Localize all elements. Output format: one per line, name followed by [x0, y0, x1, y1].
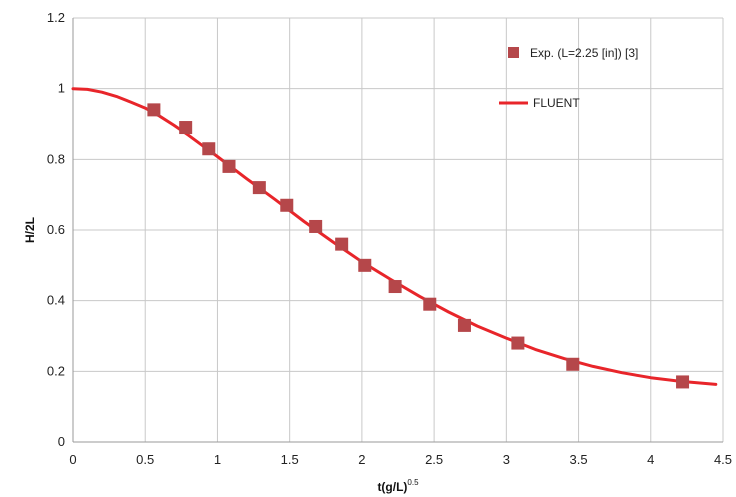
exp-data-point [280, 198, 294, 212]
x-tick-label: 0 [69, 452, 76, 467]
y-tick-label: 0.4 [47, 293, 65, 308]
exp-data-point [309, 219, 323, 233]
exp-data-point [147, 103, 161, 117]
x-tick-label: 2 [358, 452, 365, 467]
y-tick-label: 1 [58, 81, 65, 96]
series-layer [71, 87, 718, 389]
x-axis-label-text: t(g/L) [377, 480, 407, 494]
legend: Exp. (L=2.25 [in]) [3] FLUENT [499, 46, 638, 110]
x-tick-labels: 0 0.5 1 1.5 2 2.5 3 3.5 4 4.5 [69, 452, 732, 467]
x-tick-label: 4 [647, 452, 654, 467]
y-tick-label: 0 [58, 434, 65, 449]
y-tick-label: 0.2 [47, 363, 65, 378]
x-tick-label: 3.5 [570, 452, 588, 467]
x-axis-label: t(g/L)0.5 [377, 478, 419, 494]
legend-label-fluent: FLUENT [533, 96, 580, 110]
x-tick-label: 3 [503, 452, 510, 467]
x-tick-label: 0.5 [136, 452, 154, 467]
y-tick-label: 1.2 [47, 10, 65, 25]
exp-data-point [511, 336, 525, 350]
x-tick-label: 1 [214, 452, 221, 467]
exp-data-point [222, 159, 236, 173]
exp-data-point [179, 121, 193, 135]
exp-data-point [457, 318, 471, 332]
exp-data-point [388, 280, 402, 294]
y-tick-label: 0.6 [47, 222, 65, 237]
x-tick-label: 2.5 [425, 452, 443, 467]
x-tick-label: 1.5 [281, 452, 299, 467]
exp-data-point [202, 142, 216, 156]
exp-data-point [676, 375, 690, 389]
exp-data-point [358, 258, 372, 272]
legend-marker-exp [508, 47, 519, 58]
exp-data-point [335, 237, 349, 251]
exp-data-point [252, 181, 266, 195]
legend-label-exp: Exp. (L=2.25 [in]) [3] [530, 46, 638, 60]
exp-data-point [423, 297, 437, 311]
y-tick-label: 0.8 [47, 151, 65, 166]
x-tick-label: 4.5 [714, 452, 732, 467]
y-axis-label: H/2L [23, 217, 37, 243]
exp-data-point [566, 357, 580, 371]
y-tick-labels: 0 0.2 0.4 0.6 0.8 1 1.2 [47, 10, 65, 449]
x-axis-label-exponent: 0.5 [407, 478, 419, 487]
